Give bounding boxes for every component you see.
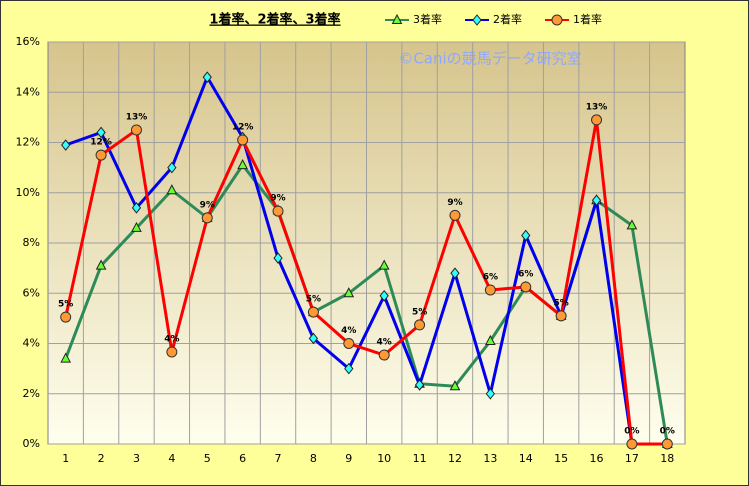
data-point: [60, 311, 72, 323]
data-point: [520, 281, 532, 293]
watermark: ©Caniの競馬データ研究室: [398, 50, 581, 68]
data-point: [166, 184, 178, 195]
data-label: 0%: [660, 427, 675, 437]
legend-marker: [391, 13, 403, 24]
x-tick-label: 3: [133, 452, 140, 465]
data-point: [555, 310, 567, 322]
x-tick-label: 1: [62, 452, 69, 465]
data-label: 5%: [412, 307, 427, 317]
data-point: [450, 267, 460, 279]
x-tick-label: 9: [345, 452, 352, 465]
data-point: [273, 252, 283, 264]
data-point: [379, 289, 389, 302]
data-label: 6%: [518, 269, 533, 279]
x-tick-label: 12: [448, 452, 462, 465]
data-point: [485, 334, 496, 345]
data-point: [343, 338, 355, 349]
x-tick-label: 2: [98, 452, 105, 465]
data-point: [237, 134, 249, 146]
data-point: [272, 205, 284, 217]
y-tick-label: 16%: [16, 35, 40, 48]
data-label: 9%: [270, 194, 285, 204]
data-point: [201, 212, 213, 224]
x-tick-label: 8: [310, 452, 317, 465]
data-label: 9%: [447, 198, 462, 208]
data-point: [626, 438, 638, 450]
data-label: 13%: [586, 102, 608, 112]
y-tick-label: 14%: [16, 85, 40, 98]
data-label: 12%: [90, 138, 112, 148]
data-point: [449, 380, 461, 391]
data-label: 5%: [306, 295, 321, 305]
data-point: [308, 332, 319, 345]
data-point: [414, 379, 425, 391]
x-tick-label: 17: [625, 452, 639, 465]
legend-label: 2着率: [493, 12, 522, 26]
x-tick-label: 7: [275, 452, 282, 465]
y-tick-label: 8%: [23, 236, 40, 249]
data-point: [130, 124, 142, 136]
x-tick-label: 4: [168, 452, 175, 465]
series-line: [65, 73, 668, 446]
legend-label: 1着率: [573, 12, 602, 26]
data-label: 13%: [126, 112, 148, 122]
data-label: 12%: [232, 122, 254, 132]
data-point: [626, 219, 638, 230]
data-point: [521, 229, 531, 242]
data-label: 6%: [483, 272, 498, 282]
data-point: [414, 319, 426, 331]
data-point: [591, 194, 602, 207]
x-tick-label: 11: [413, 452, 427, 465]
data-point: [591, 114, 603, 126]
data-point: [307, 306, 319, 318]
legend-label: 3着率: [413, 12, 442, 26]
data-point: [96, 126, 106, 139]
chart-title: 1着率、2着率、3着率: [209, 12, 340, 28]
y-tick-label: 4%: [23, 337, 40, 350]
x-tick-label: 14: [519, 452, 533, 465]
x-tick-label: 18: [660, 452, 674, 465]
data-point: [131, 202, 142, 214]
data-label: 4%: [377, 338, 392, 348]
data-label: 5%: [58, 300, 73, 310]
x-tick-label: 10: [377, 452, 391, 465]
data-point: [449, 209, 461, 221]
data-label: 9%: [200, 200, 215, 210]
x-tick-label: 13: [483, 452, 497, 465]
data-point: [344, 362, 354, 375]
data-point: [95, 259, 107, 270]
y-tick-label: 2%: [23, 387, 40, 400]
x-tick-label: 6: [239, 452, 246, 465]
legend-marker: [551, 14, 563, 26]
data-label: 0%: [624, 427, 639, 437]
legend-marker: [472, 14, 482, 26]
x-tick-label: 15: [554, 452, 568, 465]
data-point: [661, 438, 673, 450]
y-tick-label: 12%: [16, 136, 40, 149]
data-point: [61, 139, 71, 151]
x-tick-label: 5: [204, 452, 211, 465]
data-point: [343, 287, 355, 298]
data-point: [167, 161, 177, 174]
y-tick-label: 6%: [23, 286, 40, 299]
data-point: [484, 284, 496, 296]
data-point: [95, 149, 107, 161]
data-point: [378, 349, 390, 361]
data-point: [378, 259, 390, 270]
y-tick-label: 0%: [23, 437, 40, 450]
data-point: [60, 352, 72, 363]
data-point: [202, 71, 212, 83]
x-tick-label: 16: [590, 452, 604, 465]
series-line: [64, 119, 668, 446]
y-tick-label: 10%: [16, 186, 40, 199]
data-point: [485, 387, 496, 400]
data-point: [237, 159, 248, 170]
data-label: 4%: [164, 335, 179, 345]
data-point: [166, 346, 178, 358]
data-label: 4%: [341, 326, 356, 336]
data-point: [131, 221, 142, 232]
data-label: 5%: [553, 298, 568, 308]
